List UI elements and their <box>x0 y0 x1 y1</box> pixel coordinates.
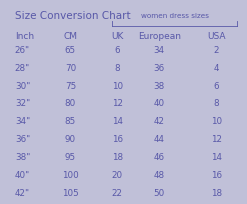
Text: 36: 36 <box>154 64 165 73</box>
Text: UK: UK <box>111 32 124 41</box>
Text: 80: 80 <box>65 100 76 109</box>
Text: 26": 26" <box>15 46 30 55</box>
Text: 16: 16 <box>112 135 123 144</box>
Text: 4: 4 <box>213 64 219 73</box>
Text: 30": 30" <box>15 82 30 91</box>
Text: 36": 36" <box>15 135 30 144</box>
Text: 20: 20 <box>112 171 123 180</box>
Text: 8: 8 <box>115 64 120 73</box>
Text: 38": 38" <box>15 153 30 162</box>
Text: 2: 2 <box>213 46 219 55</box>
Text: 8: 8 <box>213 100 219 109</box>
Text: 6: 6 <box>213 82 219 91</box>
Text: 85: 85 <box>65 117 76 126</box>
Text: 22: 22 <box>112 189 123 198</box>
Text: 14: 14 <box>112 117 123 126</box>
Text: 32": 32" <box>15 100 30 109</box>
Text: 44: 44 <box>154 135 165 144</box>
Text: 105: 105 <box>62 189 79 198</box>
Text: 46: 46 <box>154 153 165 162</box>
Text: 42": 42" <box>15 189 30 198</box>
Text: 14: 14 <box>211 153 222 162</box>
Text: European: European <box>138 32 181 41</box>
Text: USA: USA <box>207 32 225 41</box>
Text: 95: 95 <box>65 153 76 162</box>
Text: CM: CM <box>63 32 77 41</box>
Text: 50: 50 <box>154 189 165 198</box>
Text: 34: 34 <box>154 46 165 55</box>
Text: 42: 42 <box>154 117 165 126</box>
Text: 90: 90 <box>65 135 76 144</box>
Text: women dress sizes: women dress sizes <box>141 13 209 19</box>
Text: Size Conversion Chart: Size Conversion Chart <box>15 11 130 21</box>
Text: 16: 16 <box>211 171 222 180</box>
Text: 75: 75 <box>65 82 76 91</box>
Text: 100: 100 <box>62 171 79 180</box>
Text: 34": 34" <box>15 117 30 126</box>
Text: 28": 28" <box>15 64 30 73</box>
Text: 65: 65 <box>65 46 76 55</box>
Text: 10: 10 <box>210 117 222 126</box>
Text: 40": 40" <box>15 171 30 180</box>
Text: 18: 18 <box>112 153 123 162</box>
Text: 48: 48 <box>154 171 165 180</box>
Text: Inch: Inch <box>15 32 34 41</box>
Text: 10: 10 <box>112 82 123 91</box>
Text: 70: 70 <box>65 64 76 73</box>
Text: 18: 18 <box>210 189 222 198</box>
Text: 12: 12 <box>112 100 123 109</box>
Text: 12: 12 <box>211 135 222 144</box>
Text: 6: 6 <box>115 46 120 55</box>
Text: 40: 40 <box>154 100 165 109</box>
Text: 38: 38 <box>154 82 165 91</box>
